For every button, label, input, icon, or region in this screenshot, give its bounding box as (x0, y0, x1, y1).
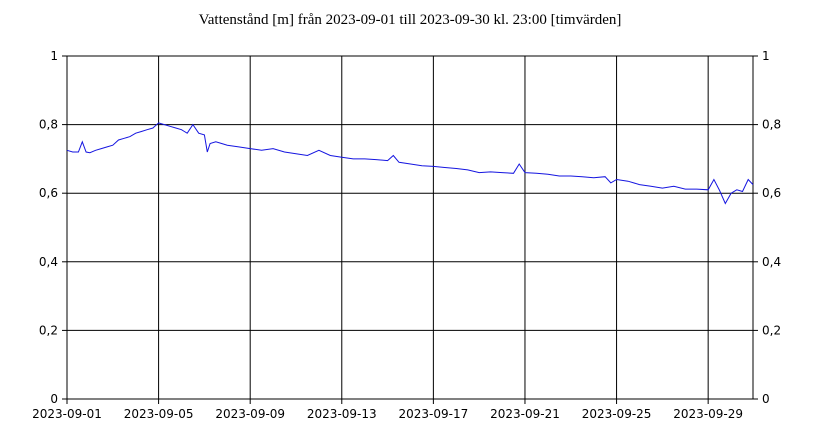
y-tick-label-left: 0,8 (39, 118, 58, 132)
x-tick-label: 2023-09-25 (582, 407, 652, 421)
plot-frame (66, 55, 754, 400)
x-tick-label: 2023-09-17 (399, 407, 469, 421)
x-tick-label: 2023-09-01 (32, 407, 102, 421)
y-tick-label-right: 0,6 (762, 186, 781, 200)
y-tick-label-left: 1 (50, 49, 58, 63)
x-tick-label: 2023-09-29 (673, 407, 743, 421)
y-tick-label-right: 1 (762, 49, 770, 63)
x-tick-label: 2023-09-09 (215, 407, 285, 421)
water-level-line (66, 122, 754, 205)
y-tick-label-left: 0 (50, 392, 58, 406)
chart-title: Vattenstånd [m] från 2023-09-01 till 202… (198, 12, 622, 28)
x-tick-label: 2023-09-13 (307, 407, 377, 421)
y-tick-label-right: 0,4 (762, 255, 781, 269)
y-tick-label-left: 0,6 (39, 186, 58, 200)
y-tick-label-right: 0,2 (762, 323, 781, 337)
x-tick-label: 2023-09-05 (124, 407, 194, 421)
y-tick-label-right: 0 (762, 392, 770, 406)
y-tick-label-left: 0,2 (39, 323, 58, 337)
x-tick-label: 2023-09-21 (490, 407, 560, 421)
y-tick-label-right: 0,8 (762, 118, 781, 132)
y-tick-label-left: 0,4 (39, 255, 58, 269)
